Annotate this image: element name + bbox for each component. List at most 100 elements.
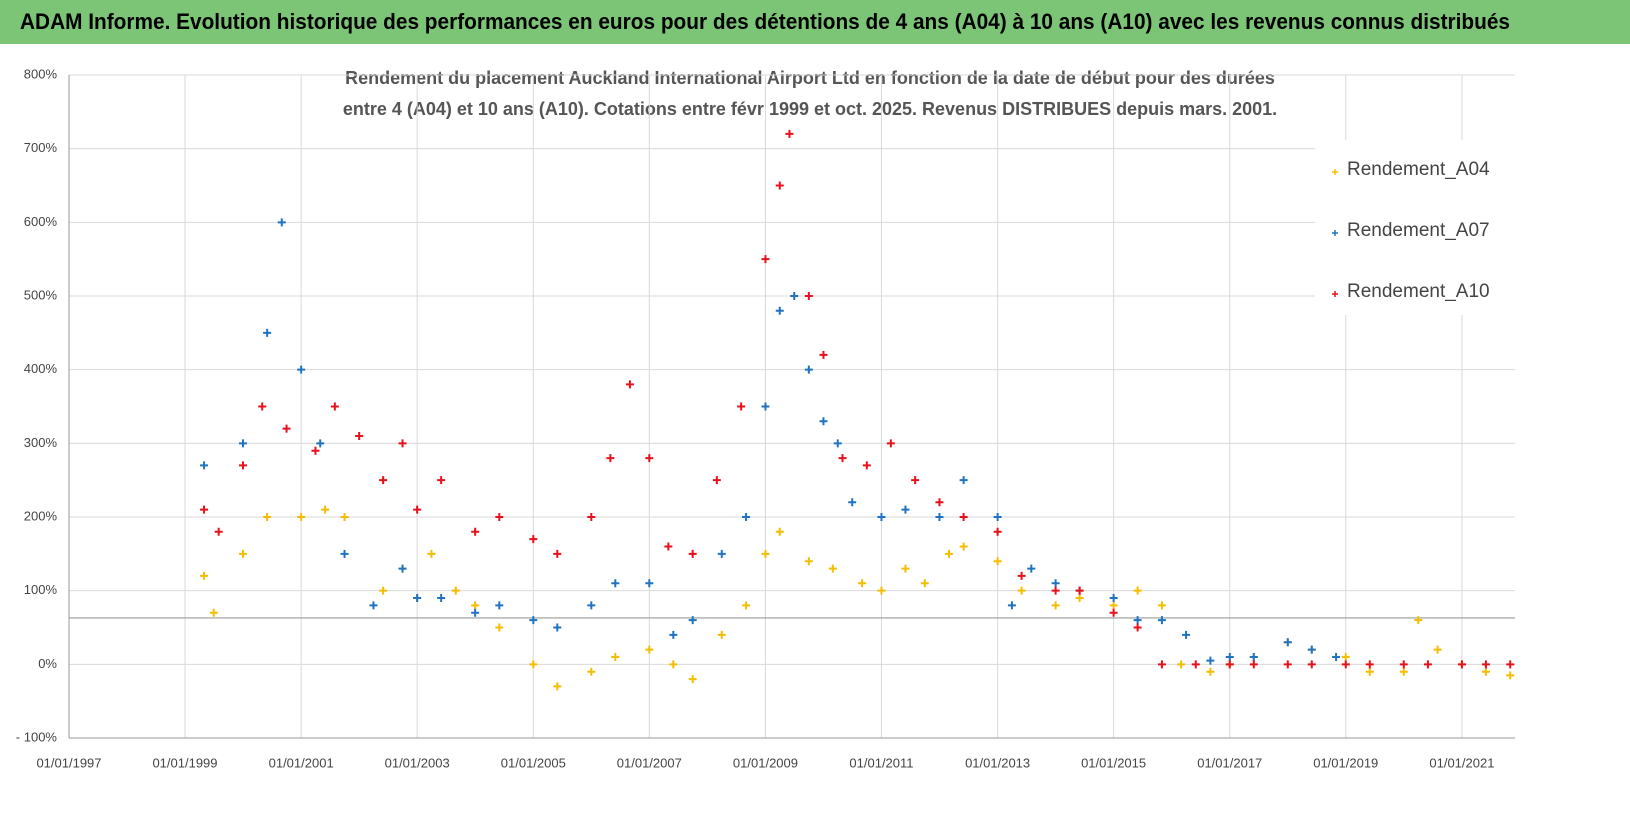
data-point [1225,652,1234,661]
data-point [471,527,480,536]
data-point [1133,616,1142,625]
data-point [282,424,291,433]
x-tick-label: 01/01/2015 [1081,755,1146,770]
data-point [1414,616,1423,625]
data-point [379,586,388,595]
data-point [993,557,1002,566]
data-point [1191,660,1200,669]
data-point [1249,652,1258,661]
data-point [495,513,504,521]
data-point [669,630,678,639]
y-tick-label: 0% [38,656,57,671]
data-point [398,439,407,448]
x-tick-label: 01/01/2013 [965,755,1030,770]
x-tick-label: 01/01/2005 [501,755,566,770]
data-point [587,513,596,521]
data-point [1157,660,1166,669]
data-point [1225,660,1234,669]
data-point [862,461,871,470]
data-point [1157,601,1166,610]
data-point [775,306,784,315]
data-point [1157,616,1166,625]
y-tick-label: 200% [24,508,58,523]
x-tick-label: 01/01/2017 [1197,755,1262,770]
data-point [437,594,446,603]
data-point [413,505,422,514]
data-point [587,667,596,676]
data-point [437,476,446,485]
y-tick-label: 100% [24,582,58,597]
legend-label: Rendement_A04 [1347,159,1490,180]
data-point [742,513,751,521]
data-point [200,571,209,580]
data-point [413,594,422,603]
x-tick-label: 01/01/2001 [269,755,334,770]
data-point [1506,660,1515,669]
data-point [297,365,306,374]
data-point [993,527,1002,536]
data-point [1075,594,1084,603]
data-point [1206,656,1215,665]
data-point [761,402,770,411]
data-point [645,579,654,588]
data-point [277,218,286,227]
y-tick-label: 500% [24,287,58,302]
data-point [355,431,364,440]
data-point [804,557,813,566]
data-point [886,439,895,448]
data-point [611,652,620,661]
chart-title: ADAM Informe. Evolution historique des p… [20,9,1510,34]
data-point [1365,667,1374,676]
data-point [1027,564,1036,573]
data-point [1051,601,1060,610]
data-point [645,454,654,463]
data-point [1332,652,1341,661]
data-point [1109,601,1118,610]
data-point [688,675,697,684]
data-point [1365,660,1374,669]
x-tick-label: 01/01/2011 [849,755,913,770]
data-point [761,549,770,558]
data-point [1177,660,1186,669]
data-point [761,255,770,264]
data-point [606,454,615,463]
data-point [1206,667,1215,676]
data-point [427,549,436,558]
x-tick-label: 01/01/2007 [617,755,682,770]
y-tick-label: 400% [24,361,58,376]
data-point [1423,660,1432,669]
data-point [209,608,218,617]
data-point [263,328,272,337]
legend-marker [1332,230,1338,236]
data-point [1457,660,1466,669]
data-point [688,549,697,558]
y-tick-label: - 100% [16,729,58,744]
data-point [664,542,673,551]
legend-label: Rendement_A07 [1347,220,1490,241]
data-point [775,527,784,536]
data-point [369,601,378,610]
data-point [214,527,223,536]
data-point [790,292,799,300]
data-point [311,446,320,455]
legend-label: Rendement_A10 [1347,281,1490,302]
y-tick-label: 800% [24,66,58,81]
data-point [1481,660,1490,669]
x-tick-label: 01/01/1999 [152,755,217,770]
data-point [238,439,247,448]
data-point [495,623,504,632]
data-point [258,402,267,411]
data-point [553,682,562,691]
data-point [330,402,339,411]
x-tick-label: 01/01/2021 [1429,755,1494,770]
data-point [587,601,596,610]
data-point [340,549,349,558]
data-point [901,564,910,573]
data-point [1307,660,1316,669]
data-point [1017,571,1026,580]
y-tick-label: 300% [24,435,58,450]
data-point [669,660,678,669]
data-point [1249,660,1258,669]
